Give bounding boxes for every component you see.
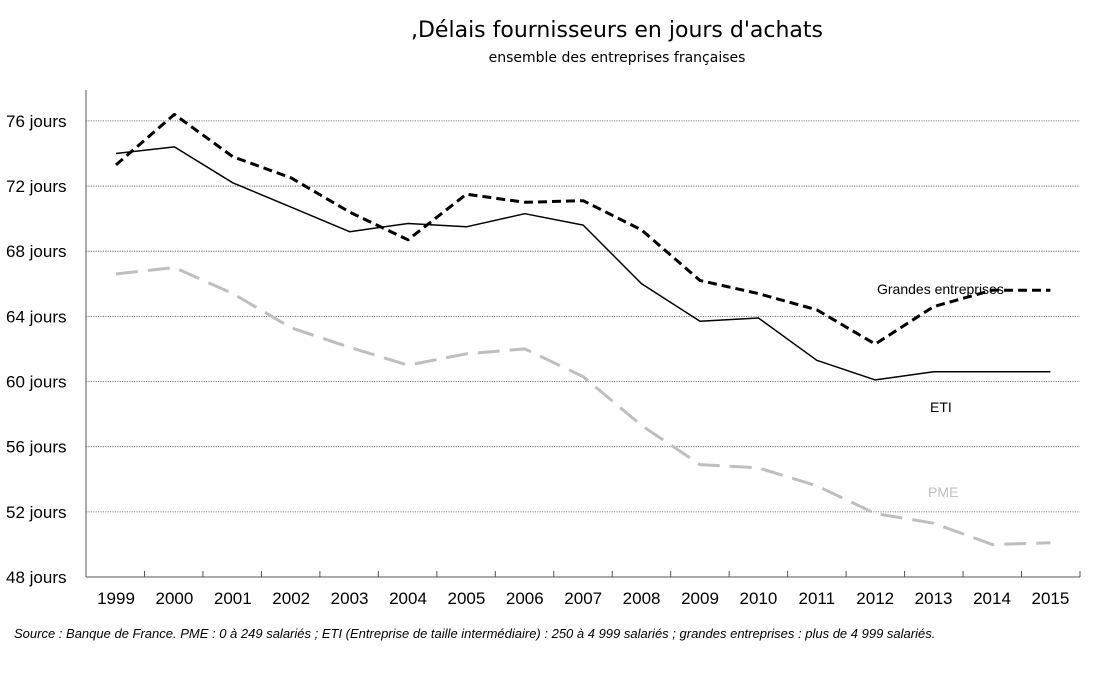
x-tick-label: 2007: [564, 589, 602, 608]
x-tick-label: 2008: [623, 589, 661, 608]
x-tick-label: 2010: [739, 589, 777, 608]
x-tick-label: 2009: [681, 589, 719, 608]
x-tick-label: 2006: [506, 589, 544, 608]
series-line: [115, 146, 1051, 381]
x-tick-label: 2003: [331, 589, 369, 608]
x-tick-label: 2005: [447, 589, 485, 608]
x-tick-label: 1999: [97, 589, 135, 608]
x-tick-label: 2012: [856, 589, 894, 608]
source-note: Source : Banque de France. PME : 0 à 249…: [14, 626, 936, 641]
x-tick-label: 2000: [155, 589, 193, 608]
x-tick-label: 2004: [389, 589, 427, 608]
line-chart: 48 jours 52 jours 56 jours 60 jours 64 jours…: [6, 90, 1081, 608]
chart-subtitle: ensemble des entreprises françaises: [488, 50, 746, 66]
y-tick-label: 76 jours: [6, 112, 66, 131]
x-axis-ticks: 1999 2000 2001 2002 2003 2004 2005 2006 2007 2008…: [85, 571, 1081, 608]
series-line: [115, 112, 1051, 346]
x-tick-label: 2014: [973, 589, 1011, 608]
x-tick-label: 2015: [1031, 589, 1069, 608]
x-tick-label: 2002: [272, 589, 310, 608]
x-tick-label: 2001: [214, 589, 252, 608]
gridlines: [86, 120, 1080, 513]
y-tick-label: 68 jours: [6, 242, 66, 261]
series-label: PME: [928, 484, 958, 500]
x-tick-label: 2013: [915, 589, 953, 608]
y-axis-ticks: 48 jours 52 jours 56 jours 60 jours 64 jours…: [6, 112, 66, 587]
series-label: Grandes entreprises: [877, 281, 1004, 297]
y-tick-label: 60 jours: [6, 373, 66, 392]
chart-title: ,Délais fournisseurs en jours d'achats: [411, 18, 823, 43]
y-tick-label: 48 jours: [6, 568, 66, 587]
series-lines: [115, 112, 1051, 546]
axes: [85, 90, 1080, 578]
y-tick-label: 52 jours: [6, 503, 66, 522]
x-tick-label: 2011: [799, 589, 836, 608]
series-line: [115, 266, 1051, 546]
series-labels: Grandes entreprises ETI PME: [877, 281, 1004, 500]
y-tick-label: 72 jours: [6, 177, 66, 196]
y-tick-label: 56 jours: [6, 438, 66, 457]
y-tick-label: 64 jours: [6, 307, 66, 326]
series-label: ETI: [930, 399, 952, 415]
